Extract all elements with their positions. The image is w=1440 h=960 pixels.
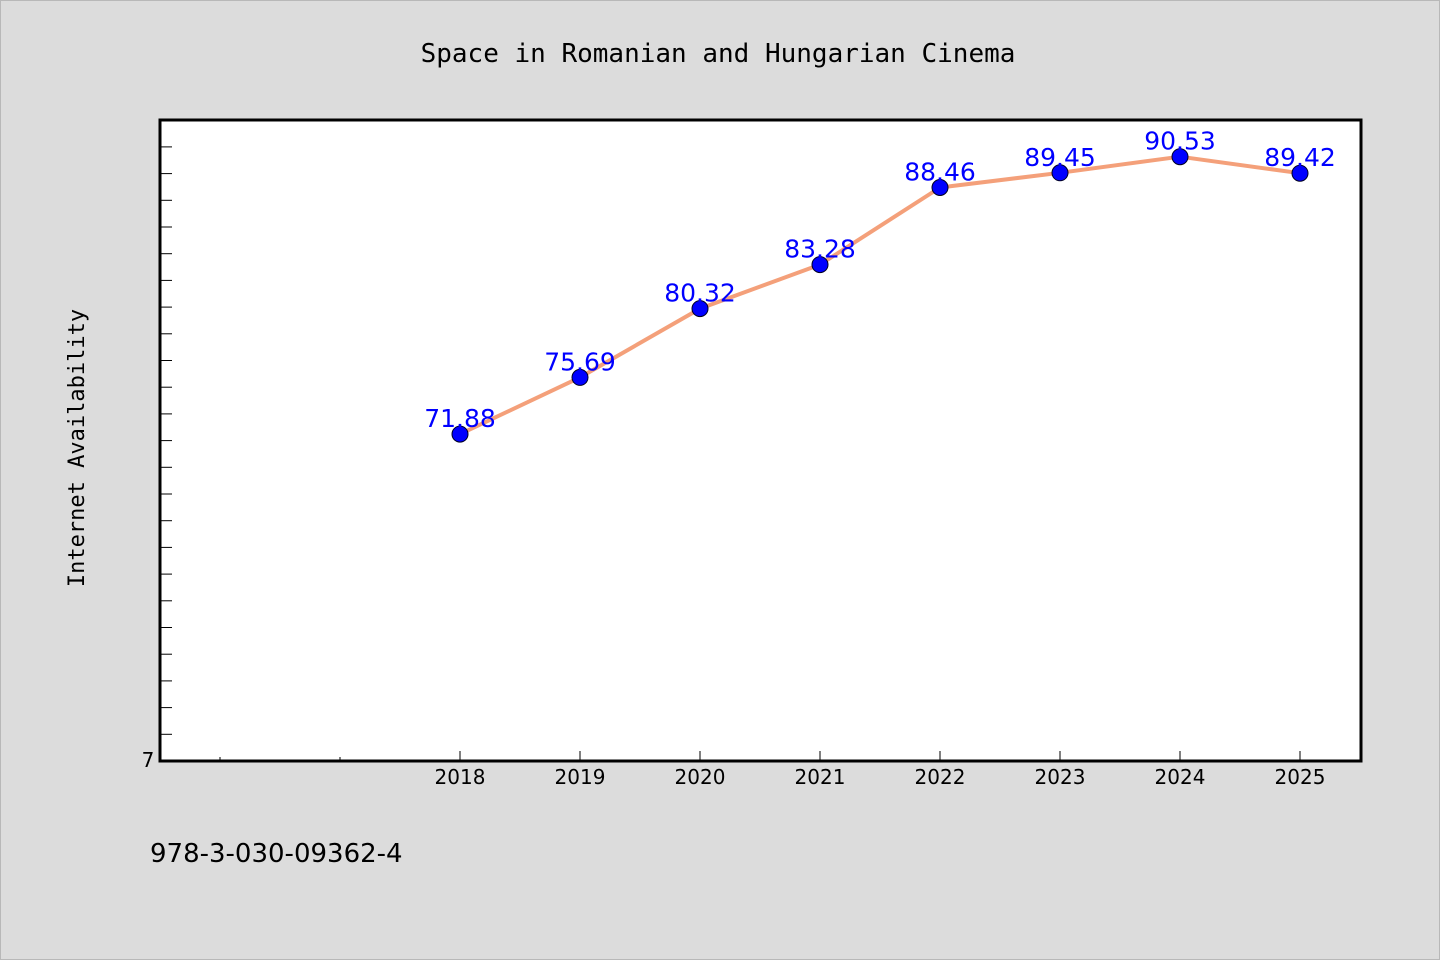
x-tick-label: 2023 xyxy=(1035,765,1086,789)
chart-title: Space in Romanian and Hungarian Cinema xyxy=(421,39,1016,69)
x-tick-label: 2020 xyxy=(675,765,726,789)
data-point xyxy=(931,179,949,196)
data-point xyxy=(811,256,829,274)
data-point xyxy=(451,425,469,443)
x-axis-minor-ticks xyxy=(219,757,341,761)
plot-area xyxy=(158,118,1363,763)
data-point xyxy=(1171,148,1189,166)
y-axis-label: Internet Availability xyxy=(65,309,90,587)
data-point xyxy=(571,368,589,386)
y-tick-label: 7 xyxy=(142,748,155,772)
data-label: 90.53 xyxy=(1144,127,1216,156)
x-tick-label: 2021 xyxy=(795,765,846,789)
x-tick-label: 2024 xyxy=(1155,765,1206,789)
data-point xyxy=(1051,164,1069,182)
data-label: 89.42 xyxy=(1264,143,1336,172)
series-layer: 71.88 75.69 80.32 83.28 88.46 89.45 90.53 89.42 xyxy=(424,127,1336,443)
x-tick-label: 2019 xyxy=(555,765,606,789)
x-tick-label: 2022 xyxy=(915,765,966,789)
isbn-footnote: 978-3-030-09362-4 xyxy=(150,839,403,869)
data-point xyxy=(691,300,709,318)
data-label: 71.88 xyxy=(424,404,496,433)
y-axis-ticks xyxy=(160,146,172,762)
x-axis: 2018 2019 2020 2021 2022 2023 2024 2025 xyxy=(435,751,1326,789)
data-label: 80.32 xyxy=(664,279,736,308)
x-tick-label: 2018 xyxy=(435,765,486,789)
data-label: 75.69 xyxy=(544,347,616,376)
data-label: 83.28 xyxy=(784,235,856,264)
data-label: 89.45 xyxy=(1024,143,1096,172)
x-tick-label: 2025 xyxy=(1275,765,1326,789)
data-label: 88.46 xyxy=(904,158,976,187)
data-point xyxy=(1291,164,1309,182)
series-line xyxy=(459,154,1301,436)
